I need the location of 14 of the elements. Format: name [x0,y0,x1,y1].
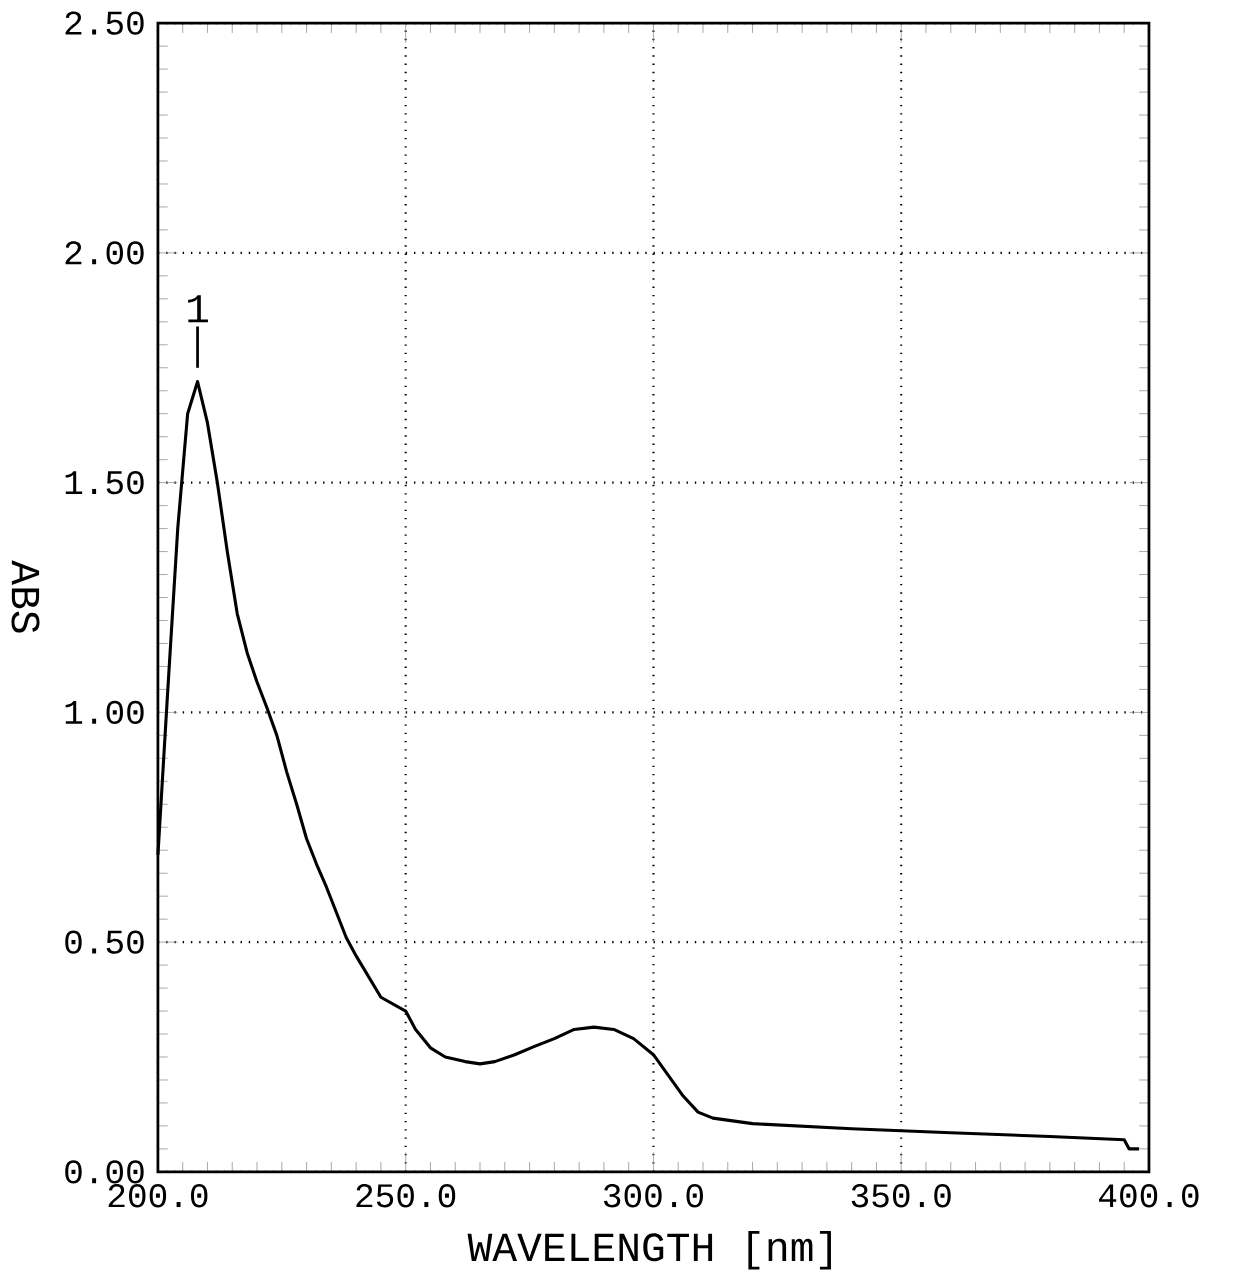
y-tick-label: 2.00 [65,241,144,265]
y-tick-label: 2.50 [65,11,144,35]
annotation: 1 [188,295,208,323]
y-axis-title: ABS [11,560,40,633]
x-axis-title: WAVELENGTH [nm] [467,1231,831,1270]
y-tick-label: 0.00 [65,1160,144,1184]
y-tick-label: 0.50 [65,930,144,954]
x-tick-label: 350.0 [851,1184,951,1208]
y-tick-label: 1.50 [65,470,144,495]
x-tick-label: 200.0 [108,1184,208,1208]
y-tick-label: 1.00 [65,700,144,725]
x-tick-label: 300.0 [603,1184,703,1208]
x-tick-label: 400.0 [1098,1184,1199,1208]
x-tick-label: 250.0 [356,1184,456,1208]
